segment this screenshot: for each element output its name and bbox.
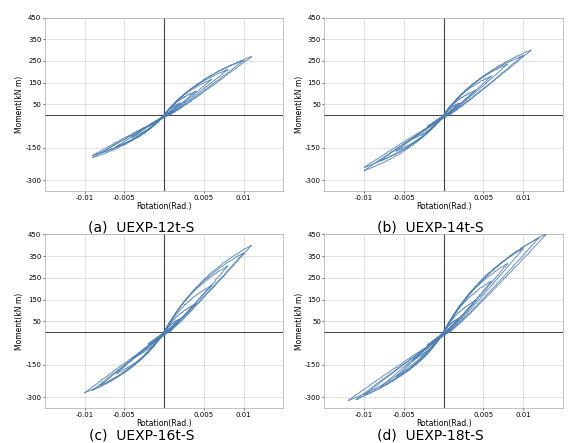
X-axis label: Rotation(Rad.): Rotation(Rad.) bbox=[416, 419, 472, 428]
Text: (c)  UEXP-16t-S: (c) UEXP-16t-S bbox=[89, 428, 194, 442]
Y-axis label: Moment(kN m): Moment(kN m) bbox=[15, 293, 24, 350]
Text: (a)  UEXP-12t-S: (a) UEXP-12t-S bbox=[88, 220, 195, 234]
Y-axis label: Moment(kN m): Moment(kN m) bbox=[15, 76, 24, 133]
Text: (b)  UEXP-14t-S: (b) UEXP-14t-S bbox=[377, 220, 484, 234]
Y-axis label: Moment(kN m): Moment(kN m) bbox=[295, 293, 303, 350]
X-axis label: Rotation(Rad.): Rotation(Rad.) bbox=[136, 419, 192, 428]
Text: (d)  UEXP-18t-S: (d) UEXP-18t-S bbox=[377, 428, 484, 442]
X-axis label: Rotation(Rad.): Rotation(Rad.) bbox=[416, 202, 472, 211]
X-axis label: Rotation(Rad.): Rotation(Rad.) bbox=[136, 202, 192, 211]
Y-axis label: Moment(kN m): Moment(kN m) bbox=[295, 76, 303, 133]
